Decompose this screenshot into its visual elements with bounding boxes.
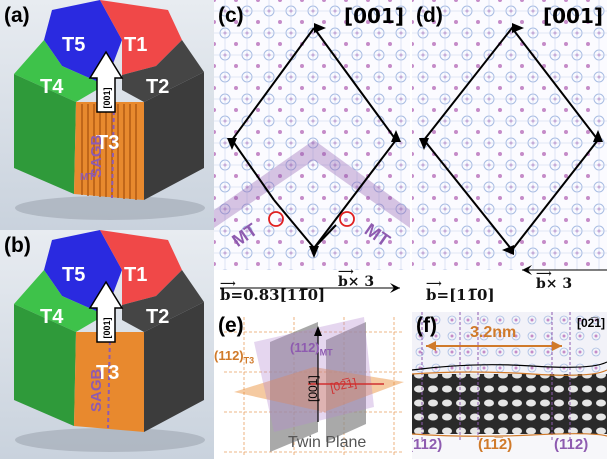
scale-factor: b ⟶ × 3: [536, 267, 573, 292]
burgers-vector: b ⟶ =[11̅0]: [426, 277, 495, 304]
grain-t3-side: [74, 102, 144, 200]
panel-label: (c): [218, 4, 244, 27]
sagb-label: SAGB: [88, 134, 105, 178]
plane-112-t3: [234, 367, 404, 412]
direction-arrow-icon: [88, 50, 124, 113]
panel-b: [001] (b) T5 T1 T4 T2 T3 SAGB: [0, 230, 214, 459]
twin-plane-right: [326, 322, 366, 442]
grain-t4-top: [14, 270, 105, 332]
zone-axis-label: [001]: [343, 4, 404, 28]
zone-axis-label: [02̅1]: [576, 316, 605, 330]
panel-a: [001] (a) T5 T1 T4 T2 T3 MT SAGB: [0, 0, 214, 230]
panel-d: (d) [001] b ⟶ =[11̅0] b ⟶ × 3: [412, 0, 607, 310]
grain-t2-top: [122, 40, 204, 102]
panel-label: (a): [4, 4, 30, 27]
mt-label: MT: [80, 172, 95, 183]
plane-t3-label: (112)T3: [214, 348, 254, 366]
grain-t4-side: [14, 304, 76, 426]
panel-label: (f): [416, 314, 437, 337]
plane-112-mt: [254, 317, 374, 432]
grain-label-t1: T1: [124, 264, 148, 286]
panel-label: (b): [4, 234, 31, 257]
plane-label-right: (112): [554, 436, 589, 453]
plane-index: (112): [290, 340, 320, 355]
plane-subscript: T3: [243, 355, 255, 366]
burgers-value: =[11̅0]: [436, 286, 495, 304]
grain-t3-side: [74, 332, 144, 432]
plane-mt-label: (112)MT: [290, 340, 333, 358]
atomic-lattice-c: [214, 0, 410, 310]
plane-label-left: (112): [412, 436, 443, 453]
grain-t4-top: [14, 40, 105, 102]
grain-label-t3: T3: [96, 362, 120, 384]
atomic-lattice-d: [412, 0, 607, 310]
twin-plane-label: Twin Plane: [288, 434, 367, 451]
panel-e: (e) (112)T3 (112)MT [02̅1] [001] Twin Pl…: [214, 312, 410, 459]
scale-value: × 3: [545, 276, 573, 292]
panel-c: (c) [001] MT MT b ⟶ =0.83[11̅0] b ⟶ × 3: [214, 0, 410, 310]
b-vector-symbol: b ⟶: [220, 277, 236, 304]
grain-t4-side: [14, 74, 76, 194]
b-vector-symbol: b ⟶: [536, 267, 552, 292]
grain-t2-side: [144, 302, 204, 432]
scale-value: × 3: [347, 274, 375, 290]
direction-001-label: [001]: [306, 375, 320, 402]
grain-label-t5: T5: [62, 34, 86, 56]
plane-subscript: MT: [319, 347, 333, 358]
b-vector-symbol: b ⟶: [338, 265, 354, 290]
grain-label-t2: T2: [146, 306, 170, 328]
hrtem-image: [412, 312, 607, 459]
burgers-value: =0.83[11̅0]: [230, 286, 326, 304]
scale-bar-label: 3.2nm: [470, 324, 517, 341]
grain-t2-side: [144, 72, 204, 200]
plane-label-mid: (11̅2): [478, 436, 513, 453]
grain-label-t4: T4: [40, 306, 64, 328]
grain-t1-top: [100, 230, 182, 305]
grain-label-t1: T1: [124, 34, 148, 56]
plane-schematic: [224, 317, 404, 457]
grain-model-b: [001]: [14, 230, 205, 452]
grain-label-t4: T4: [40, 76, 64, 98]
arrow-label: [001]: [102, 317, 112, 338]
circuit-arrowheads: [419, 23, 603, 255]
defect-marker: [339, 211, 355, 227]
circuit-arrowheads: [227, 23, 401, 258]
grain-model-a: [001]: [14, 0, 205, 220]
grain-t1-top: [100, 0, 182, 75]
grain-t2-top: [122, 270, 204, 332]
scale-factor: b ⟶ × 3: [338, 265, 375, 290]
panel-f: (f) [02̅1] 3.2nm (112) (11̅2) (112): [412, 312, 607, 459]
panel-label: (d): [416, 4, 443, 27]
panel-label: (e): [218, 314, 244, 337]
arrow-label: [001]: [102, 87, 112, 108]
zone-axis-label: [001]: [542, 4, 603, 28]
microtwin-stripes: [81, 104, 137, 200]
sagb-label: SAGB: [88, 368, 105, 412]
plane-index: (112): [214, 348, 244, 363]
grain-label-t5: T5: [62, 264, 86, 286]
defect-marker: [268, 211, 284, 227]
direction-arrow-icon: [88, 280, 124, 343]
twin-plane-left: [270, 322, 318, 452]
b-vector-symbol: b ⟶: [426, 277, 442, 304]
grain-label-t3: T3: [96, 132, 120, 154]
grain-label-t2: T2: [146, 76, 170, 98]
burgers-vector: b ⟶ =0.83[11̅0]: [220, 277, 326, 304]
